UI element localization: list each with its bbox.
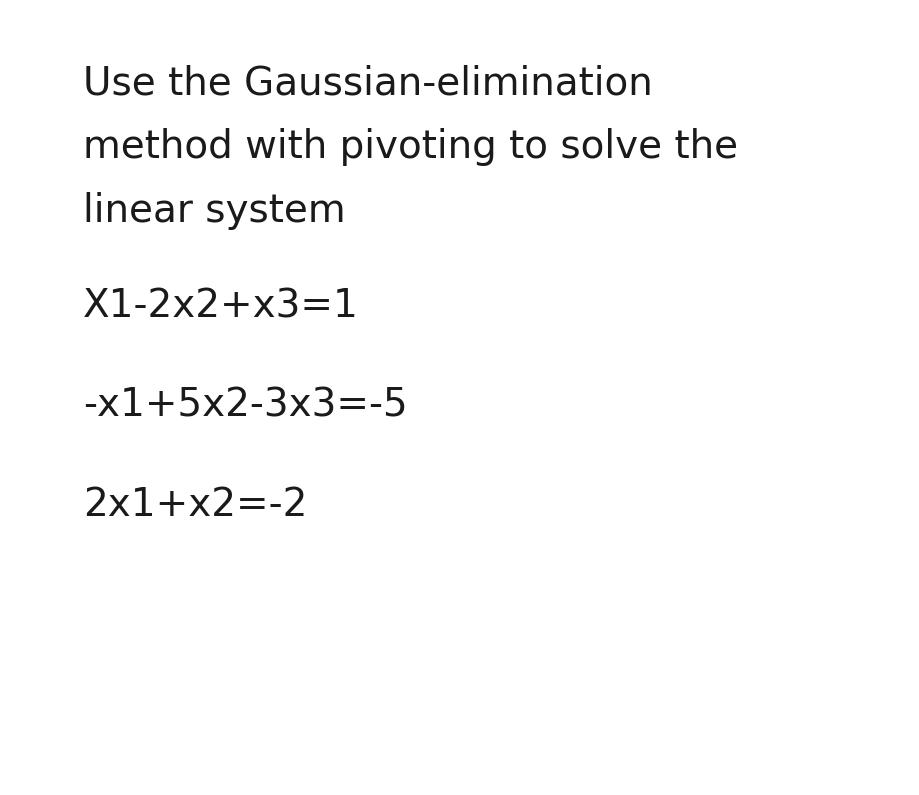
Text: 2x1+x2=-2: 2x1+x2=-2 [83, 486, 307, 524]
Text: linear system: linear system [83, 192, 345, 230]
Text: Use the Gaussian-elimination: Use the Gaussian-elimination [83, 64, 652, 103]
Text: X1-2x2+x3=1: X1-2x2+x3=1 [83, 287, 358, 325]
Text: -x1+5x2-3x3=-5: -x1+5x2-3x3=-5 [83, 386, 407, 425]
Text: method with pivoting to solve the: method with pivoting to solve the [83, 128, 737, 166]
